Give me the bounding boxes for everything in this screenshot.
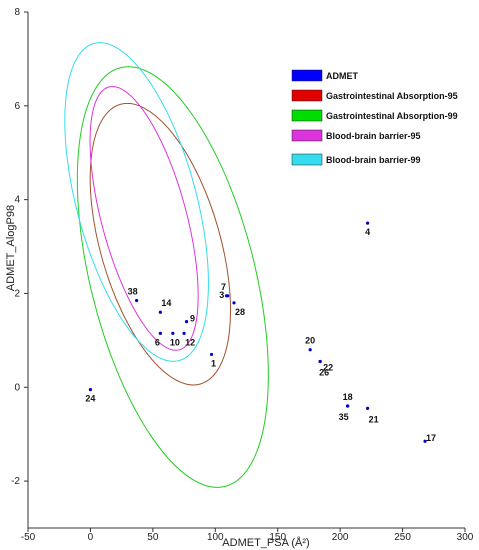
y-tick-label: 2 (14, 288, 20, 299)
x-tick-label: -50 (21, 532, 36, 543)
data-label-22: 22 (323, 362, 333, 372)
x-axis-title: ADMET_PSA (Å²) (222, 536, 309, 549)
data-point-20 (308, 348, 312, 352)
y-tick-label: 6 (14, 101, 20, 112)
legend-swatch-5 (291, 153, 323, 166)
legend-swatch-4 (291, 129, 323, 142)
data-point-12 (182, 331, 186, 335)
data-point-6 (158, 331, 162, 335)
data-label-35: 35 (339, 412, 349, 422)
ellipse-1 (89, 102, 232, 386)
data-point-14 (158, 310, 162, 314)
x-tick-label: 150 (269, 532, 286, 543)
data-label-9: 9 (190, 314, 195, 324)
x-tick-label: 100 (207, 532, 224, 543)
legend-swatch-2 (291, 89, 323, 102)
data-label-4: 4 (365, 227, 370, 237)
data-label-20: 20 (305, 336, 315, 346)
data-label-26: 26 (319, 367, 329, 377)
data-label-28: 28 (235, 307, 245, 317)
legend-label-2: Gastrointestinal Absorption-95 (326, 91, 458, 101)
legend-label-4: Blood-brain barrier-95 (326, 131, 421, 141)
ellipse-3 (89, 86, 199, 351)
data-label-17: 17 (426, 433, 436, 443)
data-label-3: 3 (219, 290, 224, 300)
x-tick-label: 250 (394, 532, 411, 543)
ellipse-4 (64, 42, 209, 362)
y-tick-label: 0 (14, 382, 20, 393)
y-axis-title: ADMET_AlogP98 (5, 205, 17, 291)
data-label-1: 1 (211, 358, 216, 368)
legend-label-3: Gastrointestinal Absorption-99 (326, 111, 458, 121)
y-tick-label: 4 (14, 195, 20, 206)
x-tick-label: 50 (147, 532, 159, 543)
ellipse-2 (76, 66, 269, 488)
data-point-35 (346, 404, 350, 408)
data-point-28 (232, 301, 236, 305)
x-tick-label: 0 (88, 532, 94, 543)
legend-swatch-3 (291, 109, 323, 122)
data-point-17 (423, 439, 427, 443)
legend-label-5: Blood-brain barrier-99 (326, 155, 421, 165)
data-point-21 (366, 406, 370, 410)
data-point-10 (171, 331, 175, 335)
data-label-12: 12 (185, 337, 195, 347)
data-point-24 (88, 388, 93, 392)
data-label-6: 6 (155, 337, 160, 347)
x-tick-label: 200 (332, 532, 349, 543)
legend-label-1: ADMET (326, 71, 358, 81)
data-label-18: 18 (343, 392, 353, 402)
data-label-21: 21 (369, 414, 379, 424)
data-label-7: 7 (221, 282, 226, 292)
data-label-38: 38 (128, 286, 138, 296)
data-label-24: 24 (85, 394, 95, 404)
data-point-9 (184, 320, 189, 324)
data-point-4 (366, 221, 370, 225)
y-tick-label: -2 (11, 476, 20, 487)
data-point-26 (318, 359, 322, 364)
data-point-1 (209, 352, 214, 357)
data-point-38 (135, 298, 139, 303)
x-tick-label: 300 (457, 532, 474, 543)
data-label-10: 10 (170, 337, 180, 347)
data-label-14: 14 (161, 298, 171, 308)
data-point-7 (224, 294, 229, 298)
y-tick-label: 8 (14, 7, 20, 18)
legend-swatch-1 (291, 69, 323, 82)
